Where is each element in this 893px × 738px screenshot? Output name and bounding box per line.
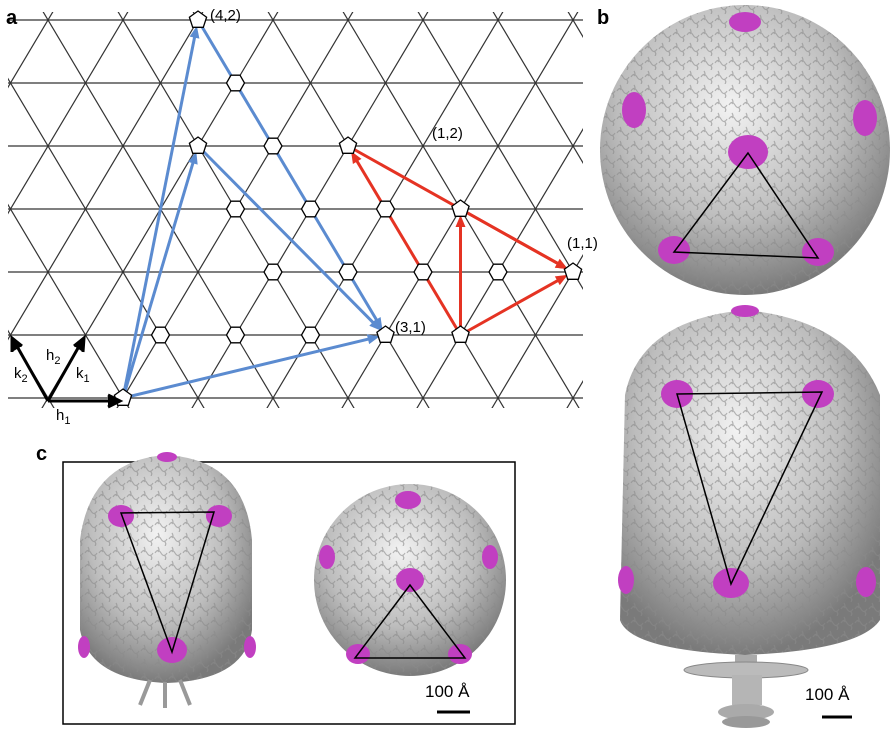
grid-line bbox=[198, 0, 648, 524]
hexamer bbox=[264, 264, 282, 280]
pentamer bbox=[189, 11, 206, 27]
panel-label: c bbox=[36, 443, 47, 465]
grid-line bbox=[0, 0, 423, 524]
scale-bar-label: 100 Å bbox=[425, 682, 470, 701]
lattice-label: (1,1) bbox=[567, 235, 598, 252]
grid-line bbox=[0, 0, 123, 524]
panel-label: b bbox=[597, 7, 609, 29]
grid-line bbox=[0, 0, 348, 524]
capsid-b-bottom bbox=[618, 305, 880, 728]
vector-label: k2 bbox=[14, 365, 28, 385]
vector-label: k1 bbox=[76, 365, 90, 385]
capsid-c-prolate bbox=[78, 452, 256, 708]
hexamer bbox=[227, 327, 245, 343]
hexamer bbox=[227, 201, 245, 217]
hexamer bbox=[414, 264, 432, 280]
grid-line bbox=[123, 0, 573, 524]
grid-line bbox=[123, 0, 573, 524]
scale-bar-label: 100 Å bbox=[805, 685, 850, 704]
vector-label: h1 bbox=[56, 407, 70, 427]
pentamer bbox=[189, 137, 206, 153]
hexamer bbox=[339, 264, 357, 280]
hexamer bbox=[489, 264, 507, 280]
grid-line bbox=[0, 0, 123, 524]
lattice-nodes bbox=[114, 11, 581, 405]
lattice-label: (1,2) bbox=[432, 125, 463, 142]
lattice-label: (3,1) bbox=[395, 319, 426, 336]
grid-line bbox=[0, 0, 348, 524]
arrow-line bbox=[461, 277, 565, 335]
arrow-line bbox=[123, 156, 195, 398]
grid-line bbox=[0, 0, 198, 524]
pentamer bbox=[452, 200, 469, 216]
grid-line bbox=[0, 0, 423, 524]
pentamer bbox=[452, 326, 469, 342]
capsid-c-round bbox=[314, 484, 506, 676]
grid-line bbox=[48, 0, 498, 524]
hexamer bbox=[377, 201, 395, 217]
hexamer bbox=[302, 201, 320, 217]
panel-label: a bbox=[6, 7, 18, 29]
basis-vectors bbox=[12, 338, 120, 407]
hexamer bbox=[227, 75, 245, 91]
pentamer bbox=[564, 263, 581, 279]
hexamer bbox=[264, 138, 282, 154]
grid-line bbox=[0, 0, 198, 524]
hexamer bbox=[152, 327, 170, 343]
figure: a b c (4,2) (1,2) (1,1) (3,1) h1 h2 k1 k… bbox=[0, 0, 893, 733]
capsid-b-top bbox=[600, 5, 890, 295]
hexamer bbox=[302, 327, 320, 343]
arrow-line bbox=[461, 209, 565, 267]
grid-line bbox=[198, 0, 648, 524]
pentamer bbox=[339, 137, 356, 153]
arrow-line bbox=[123, 337, 376, 398]
vector-label: h2 bbox=[46, 347, 60, 367]
grid-line bbox=[48, 0, 498, 524]
lattice-label: (4,2) bbox=[210, 7, 241, 24]
